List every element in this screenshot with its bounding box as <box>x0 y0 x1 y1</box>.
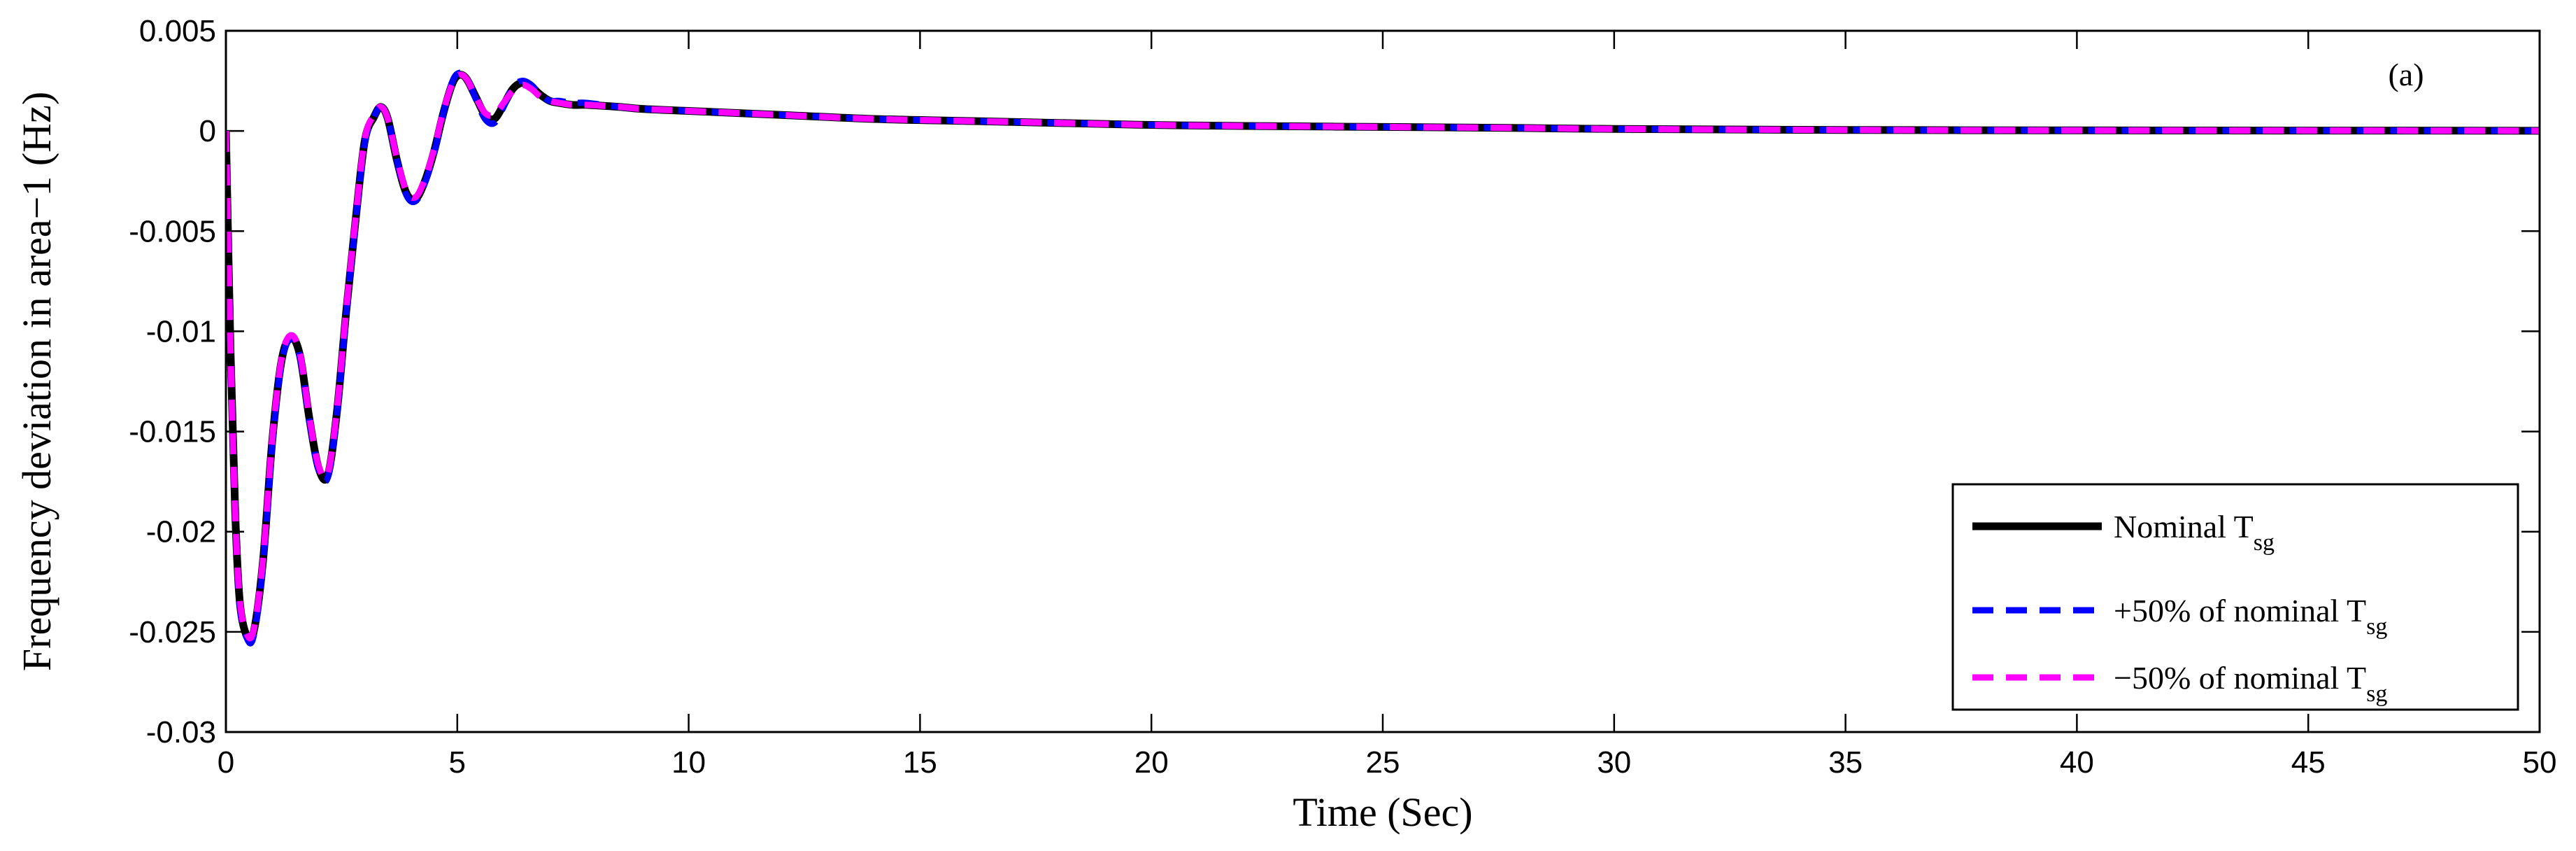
x-tick-label: 50 <box>2523 745 2557 780</box>
plot-frame <box>225 29 2541 733</box>
x-tick-label: 45 <box>2291 745 2326 780</box>
y-axis-title: Frequency deviation in area−1 (Hz) <box>14 92 59 671</box>
x-tick-label: 10 <box>671 745 706 780</box>
x-tick-label: 25 <box>1366 745 1400 780</box>
x-tick-label: 40 <box>2060 745 2094 780</box>
series-layer <box>226 69 2540 647</box>
x-tick-label: 20 <box>1134 745 1169 780</box>
y-tick-label: -0.03 <box>146 715 216 750</box>
y-tick-label: 0.005 <box>139 14 216 48</box>
x-tick-label: 30 <box>1597 745 1631 780</box>
y-tick-label: -0.01 <box>146 314 216 349</box>
series-line-3 <box>226 71 2540 642</box>
y-tick-label: -0.02 <box>146 515 216 549</box>
x-tick-label: 0 <box>218 745 234 780</box>
ticks-layer: 0 5 10 15 20 25 30 35 40 45 50 0.005 0 -0.005 -0.01 -0.… <box>129 14 2556 780</box>
legend-box <box>1951 483 2519 711</box>
y-tick-label: -0.015 <box>129 415 216 449</box>
panel-annotation: (a) <box>2388 57 2424 92</box>
x-axis-title: Time (Sec) <box>1293 789 1472 835</box>
legend-label-1: Nominal Tsg <box>2114 509 2275 556</box>
x-tick-label: 5 <box>449 745 466 780</box>
y-tick-label: 0 <box>199 114 216 148</box>
x-tick-label: 15 <box>903 745 937 780</box>
y-tick-label: -0.005 <box>129 214 216 248</box>
legend: Nominal Tsg +50% of nominal Tsg −50% of no… <box>1951 483 2519 711</box>
legend-label-3: −50% of nominal Tsg <box>2114 660 2387 707</box>
plot-area <box>226 69 2540 647</box>
legend-items: Nominal Tsg +50% of nominal Tsg −50% of no… <box>1972 509 2387 707</box>
x-tick-label: 35 <box>1828 745 1863 780</box>
y-tick-label: -0.025 <box>129 615 216 649</box>
legend-label-2: +50% of nominal Tsg <box>2114 593 2387 640</box>
